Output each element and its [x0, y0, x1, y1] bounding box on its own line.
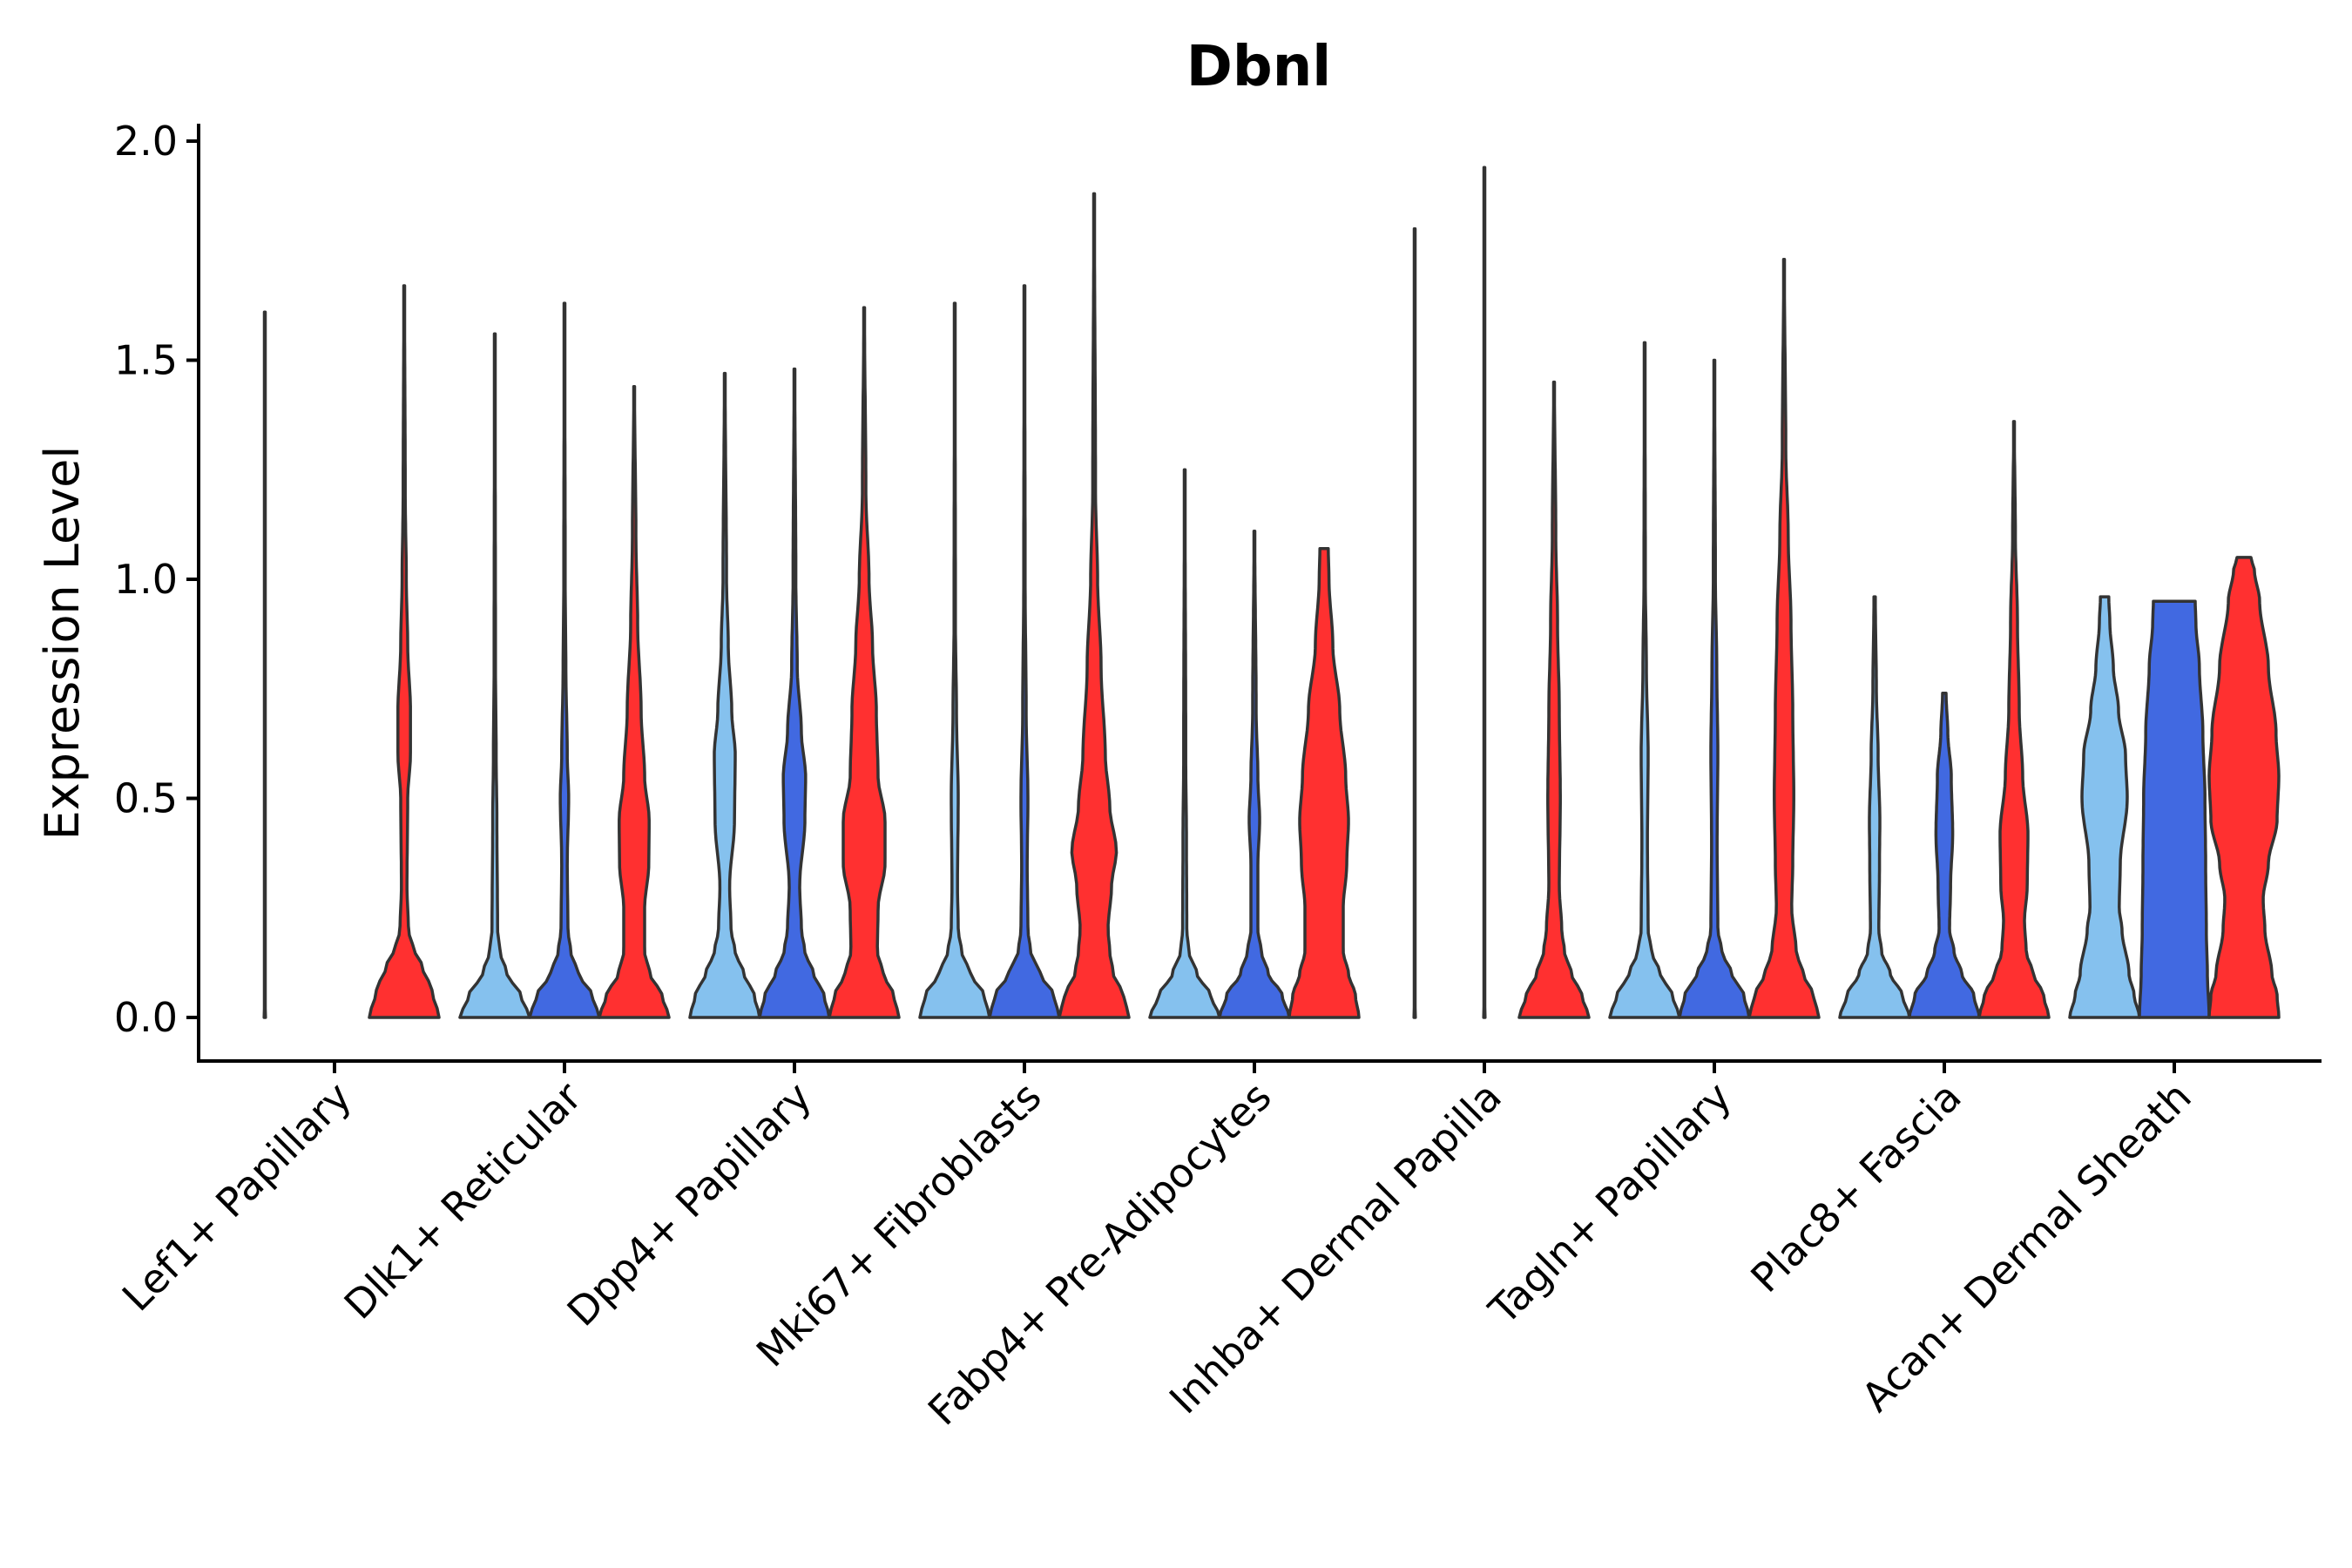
violin-8-1 [2138, 599, 2211, 1019]
x-tick-label-7: Plac8+ Fascia [1741, 1073, 1970, 1301]
violin-8-0 [2068, 595, 2141, 1019]
violin-7-0 [1838, 595, 1911, 1019]
x-tick-label-2: Dpp4+ Papillary [558, 1073, 821, 1335]
violin-5-1 [1482, 166, 1487, 1019]
violin-6-0 [1608, 341, 1681, 1019]
violin-2-2 [828, 306, 901, 1019]
violin-3-1 [988, 284, 1061, 1019]
violin-4-1 [1218, 529, 1291, 1019]
violin-7-1 [1908, 692, 1981, 1019]
violin-0-0 [262, 310, 267, 1019]
y-tick-label-4: 2.0 [114, 118, 178, 165]
violin-6-1 [1678, 358, 1751, 1019]
violin-1-2 [598, 384, 671, 1019]
violins-layer [262, 166, 2281, 1019]
violin-5-0 [1412, 226, 1417, 1019]
x-tick-label-1: Dlk1+ Reticular [335, 1073, 591, 1328]
y-axis-label: Expression Level [35, 446, 90, 841]
violin-2-1 [758, 367, 831, 1019]
y-tick-label-1: 0.5 [114, 775, 178, 822]
violin-0-2 [368, 284, 441, 1019]
x-tick-label-0: Lef1+ Papillary [113, 1073, 361, 1321]
y-tick-label-0: 0.0 [114, 994, 178, 1041]
violin-2-0 [688, 371, 761, 1019]
violin-7-2 [1977, 420, 2051, 1019]
violin-5-2 [1517, 380, 1591, 1019]
violin-8-2 [2207, 556, 2281, 1019]
violin-1-0 [458, 332, 531, 1019]
violin-6-2 [1747, 258, 1821, 1019]
chart-title: Dbnl [1186, 35, 1331, 99]
violin-4-0 [1148, 468, 1221, 1019]
y-tick-label-3: 1.5 [114, 337, 178, 384]
y-tick-label-2: 1.0 [114, 556, 178, 603]
x-tick-label-6: Tagln+ Papillary [1479, 1073, 1740, 1335]
violin-4-2 [1288, 547, 1361, 1019]
y-ticks: 0.0 0.5 1.0 1.5 2.0 [114, 118, 199, 1041]
violin-3-0 [918, 301, 991, 1019]
violin-1-1 [528, 301, 601, 1019]
violin-3-2 [1058, 192, 1131, 1019]
